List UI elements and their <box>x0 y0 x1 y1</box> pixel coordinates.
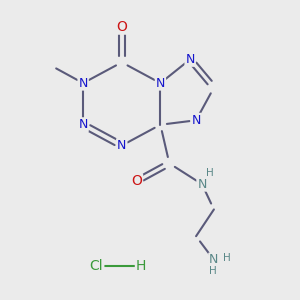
Text: Cl: Cl <box>90 259 103 273</box>
Text: O: O <box>131 174 142 188</box>
Text: N: N <box>78 118 88 131</box>
Text: H: H <box>224 253 231 262</box>
Text: N: N <box>117 139 127 152</box>
Text: N: N <box>209 254 219 266</box>
Text: H: H <box>136 259 146 273</box>
Text: H: H <box>206 168 213 178</box>
Text: N: N <box>191 114 201 127</box>
Text: N: N <box>185 53 195 66</box>
Text: H: H <box>208 266 216 276</box>
Text: N: N <box>78 76 88 90</box>
Text: O: O <box>116 20 127 34</box>
Text: N: N <box>156 76 165 90</box>
Text: N: N <box>197 178 207 191</box>
